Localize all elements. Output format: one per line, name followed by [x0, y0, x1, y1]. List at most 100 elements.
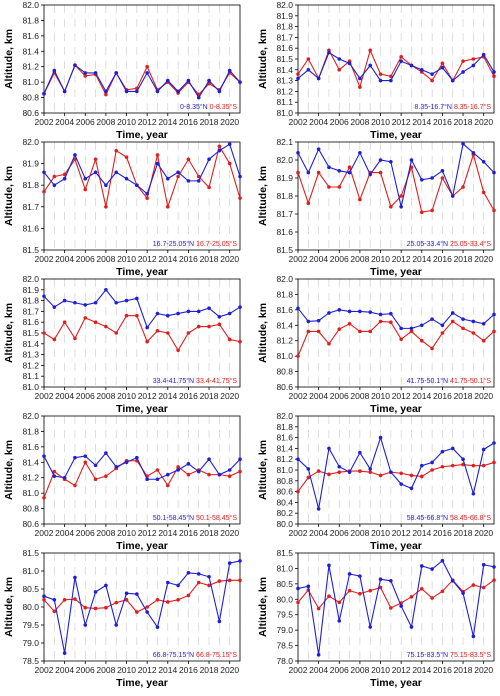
legend: 66.8-75.15°N 66.8-75.15°S	[153, 651, 238, 659]
x-tick-label: 2004	[309, 528, 328, 538]
x-tick-label: 2006	[330, 665, 349, 675]
legend-entry-south: 41.75-50.1°S	[450, 377, 491, 385]
data-point-north	[296, 76, 300, 81]
x-tick-label: 2002	[289, 254, 308, 264]
data-point-north	[471, 634, 476, 639]
data-point-north	[52, 305, 57, 309]
x-tick-label: 2002	[289, 528, 308, 538]
data-point-north	[73, 63, 77, 67]
x-tick-label: 2012	[138, 391, 157, 401]
x-tick-label: 2020	[220, 665, 239, 675]
data-point-north	[368, 172, 373, 177]
data-point-south	[176, 348, 180, 353]
legend-entry-north: 25.05-33.4°N	[407, 240, 450, 248]
data-point-north	[440, 558, 445, 563]
x-tick-label: 2018	[200, 117, 219, 127]
data-point-north	[368, 625, 373, 629]
data-point-south	[93, 157, 98, 162]
data-point-north	[296, 306, 300, 311]
data-point-north	[186, 571, 191, 575]
y-tick-label: 81.9	[22, 285, 39, 295]
x-tick-label: 2008	[350, 528, 369, 538]
y-tick-label: 81.2	[22, 360, 39, 370]
data-point-south	[358, 591, 362, 596]
data-point-south	[155, 468, 160, 472]
data-point-north	[155, 311, 160, 316]
data-point-north	[461, 142, 465, 146]
y-tick-label: 81.4	[276, 65, 293, 75]
data-point-north	[368, 467, 373, 471]
data-point-north	[481, 562, 486, 567]
data-point-south	[306, 475, 311, 480]
y-axis-label: Altitude, km	[257, 166, 269, 226]
x-tick-label: 2006	[76, 391, 95, 401]
data-point-south	[389, 320, 393, 325]
data-point-south	[430, 78, 434, 83]
series-line-south	[297, 579, 495, 610]
series-line-south	[43, 315, 241, 352]
y-tick-label: 80.8	[276, 476, 293, 486]
x-axis-label: Time, year	[116, 540, 168, 552]
data-point-north	[492, 441, 496, 445]
data-point-north	[389, 311, 393, 316]
x-tick-label: 2004	[55, 665, 74, 675]
y-tick-label: 81.8	[22, 180, 39, 190]
x-tick-label: 2008	[96, 391, 115, 401]
data-point-north	[419, 564, 424, 568]
x-tick-label: 2020	[220, 391, 239, 401]
data-point-north	[481, 160, 486, 164]
y-tick-label: 80.0	[22, 602, 39, 612]
data-point-north	[450, 311, 455, 315]
data-point-north	[104, 183, 108, 187]
x-tick-label: 2016	[433, 254, 452, 264]
data-point-south	[83, 460, 88, 465]
data-point-south	[186, 593, 191, 598]
y-tick-label: 81.7	[22, 202, 39, 212]
series-line-south	[297, 461, 495, 492]
data-point-north	[347, 572, 352, 576]
data-point-north	[337, 169, 342, 173]
x-tick-label: 2002	[289, 391, 308, 401]
y-tick-label: 81.1	[22, 371, 39, 381]
data-point-north	[124, 460, 129, 465]
data-point-south	[337, 68, 342, 72]
y-tick-label: 81.0	[276, 108, 293, 118]
data-point-north	[227, 68, 232, 73]
data-point-south	[62, 320, 67, 325]
x-axis-label: Time, year	[370, 540, 422, 552]
x-tick-label: 2008	[350, 117, 369, 127]
data-point-south	[73, 336, 77, 341]
legend-entry-south: 50.1-58.45°S	[196, 514, 237, 522]
data-point-north	[165, 580, 170, 585]
chart-panel-1: 80.6 80.8 81.0 81.2 81.4 81.6 81.8 82.0 2002 2004…	[3, 0, 242, 141]
legend-entry-south: 33.4-41.75°S	[196, 377, 237, 385]
data-point-south	[409, 329, 414, 334]
data-point-north	[155, 161, 160, 166]
x-tick-label: 2010	[117, 391, 136, 401]
data-point-north	[217, 315, 222, 319]
data-point-north	[450, 578, 455, 583]
x-tick-label: 2010	[371, 665, 390, 675]
data-point-south	[368, 48, 373, 53]
data-point-north	[42, 91, 46, 96]
data-point-south	[207, 472, 211, 477]
data-point-north	[471, 151, 476, 155]
data-point-south	[296, 354, 300, 358]
data-point-north	[347, 470, 352, 474]
x-tick-label: 2006	[76, 117, 95, 127]
data-point-north	[461, 317, 465, 321]
data-point-north	[207, 157, 211, 162]
data-point-south	[176, 174, 180, 179]
data-point-south	[93, 606, 98, 611]
data-point-south	[358, 329, 362, 334]
data-point-south	[52, 609, 57, 614]
y-tick-label: 81.6	[276, 305, 293, 315]
x-tick-label: 2012	[392, 528, 411, 538]
data-point-north	[378, 577, 383, 582]
data-point-south	[83, 316, 88, 320]
chart-panel-5: 81.081.181.281.381.481.581.681.781.881.9…	[3, 274, 242, 415]
data-point-north	[306, 170, 311, 175]
y-tick-label: 81.3	[276, 76, 293, 86]
x-axis-label: Time, year	[370, 403, 422, 415]
chart-panel-4: 81.5 81.6 81.7 81.8 81.9 82.0 82.1 2002 2004 2006…	[257, 137, 496, 278]
